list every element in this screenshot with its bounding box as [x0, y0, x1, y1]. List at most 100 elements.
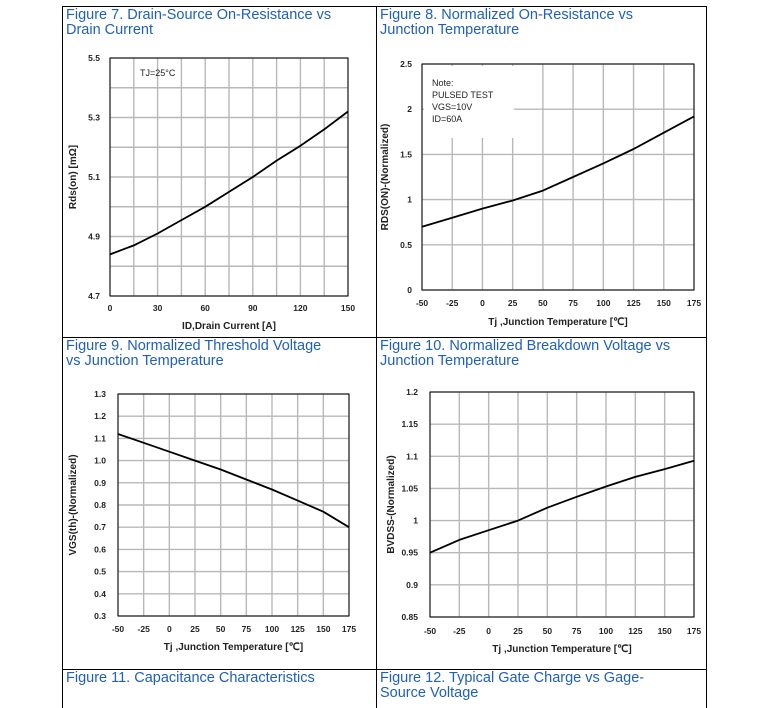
y-tick-label: 1 — [413, 516, 418, 526]
table-row-divider-2 — [62, 669, 707, 670]
table-border-middle — [376, 6, 377, 708]
chart-figure-9: 0.3 0.4 0.5 0.6 0.7 0.8 0.9 1.0 1.1 1.2 1.3 -50 -25 0… — [68, 389, 356, 653]
series-line — [429, 459, 695, 554]
x-axis-label: Tj ,Junction Temperature [℃] — [488, 317, 627, 328]
y-tick-label: 4.7 — [88, 291, 100, 301]
x-tick-label: 30 — [153, 303, 163, 313]
y-tick-label: 5.1 — [88, 172, 100, 182]
x-tick-label: 50 — [538, 298, 548, 308]
annotation-box — [424, 66, 514, 138]
y-axis-label: RDS(ON)-(Normalized) — [380, 124, 391, 231]
y-axis-label: VGS(th)-(Normalized) — [68, 454, 79, 555]
y-tick-label: 0.4 — [94, 589, 106, 599]
y-tick-label: 0.9 — [406, 580, 418, 590]
x-tick-label: -25 — [138, 624, 151, 634]
x-tick-label: 0 — [167, 624, 172, 634]
y-axis-label: Rds(on) [mΩ] — [68, 145, 79, 209]
caption-figure-12: Figure 12. Typical Gate Charge vs Gage- … — [380, 670, 645, 701]
x-tick-label: 125 — [291, 624, 305, 634]
plot-area-border — [109, 57, 349, 297]
y-tick-label: 1 — [407, 195, 412, 205]
y-tick-label: 2.5 — [400, 59, 412, 69]
y-tick-label: 0.5 — [94, 567, 106, 577]
y-tick-label: 1.0 — [94, 456, 106, 466]
x-tick-label: 150 — [658, 626, 672, 636]
plot-area-border — [117, 393, 350, 617]
y-tick-label: 4.9 — [88, 232, 100, 242]
table-border-top — [62, 6, 707, 7]
x-tick-label: 175 — [342, 624, 356, 634]
x-tick-label: 100 — [596, 298, 610, 308]
chart-figure-10: 0.85 0.9 0.95 1 1.05 1.1 1.15 1.2 -50 -25 0 25 50 75 1… — [386, 387, 701, 655]
x-tick-label: -50 — [112, 624, 125, 634]
chart-annotation: VGS=10V — [432, 102, 472, 112]
chart-annotation: PULSED TEST — [432, 90, 494, 100]
x-tick-label: 175 — [687, 626, 701, 636]
y-tick-label: 1.15 — [401, 419, 418, 429]
y-tick-label: 1.1 — [406, 451, 418, 461]
x-tick-label: 25 — [513, 626, 523, 636]
x-tick-label: 0 — [486, 626, 491, 636]
x-tick-label: 100 — [265, 624, 279, 634]
series-line — [117, 433, 350, 528]
x-tick-label: 125 — [626, 298, 640, 308]
y-tick-label: 0.8 — [94, 500, 106, 510]
caption-figure-11: Figure 11. Capacitance Characteristics — [66, 670, 315, 686]
table-row-divider-1 — [62, 337, 707, 338]
x-tick-label: 150 — [657, 298, 671, 308]
y-tick-label: 1.2 — [94, 411, 106, 421]
y-tick-label: 5.5 — [88, 53, 100, 63]
x-tick-label: 50 — [216, 624, 226, 634]
x-tick-label: 90 — [248, 303, 258, 313]
caption-figure-9: Figure 9. Normalized Threshold Voltage v… — [66, 338, 322, 369]
chart-annotation: Note: — [432, 78, 454, 88]
y-axis-label: BVDSS-(Normalized) — [386, 455, 397, 553]
x-tick-label: 120 — [293, 303, 307, 313]
x-tick-label: 150 — [341, 303, 355, 313]
x-tick-label: 75 — [568, 298, 578, 308]
chart-annotation: ID=60A — [432, 114, 462, 124]
x-tick-label: -25 — [446, 298, 459, 308]
y-tick-label: 0.9 — [94, 478, 106, 488]
y-tick-label: 0.3 — [94, 611, 106, 621]
x-tick-label: 125 — [628, 626, 642, 636]
chart-annotation: TJ=25°C — [140, 68, 176, 78]
x-tick-label: 175 — [687, 298, 701, 308]
x-axis-label: ID,Drain Current [A] — [182, 321, 276, 332]
x-axis-label: Tj ,Junction Temperature [℃] — [492, 644, 631, 655]
x-tick-label: 60 — [200, 303, 210, 313]
y-tick-label: 5.3 — [88, 113, 100, 123]
x-tick-label: 0 — [480, 298, 485, 308]
y-tick-label: 1.05 — [401, 483, 418, 493]
y-tick-label: 0.7 — [94, 522, 106, 532]
x-tick-label: 25 — [508, 298, 518, 308]
x-tick-label: 150 — [316, 624, 330, 634]
x-tick-label: 50 — [543, 626, 553, 636]
x-tick-label: 75 — [572, 626, 582, 636]
chart-figure-7: 4.7 4.9 5.1 5.3 5.5 0 30 60 90 120 150 ID,Drain Cur… — [68, 53, 355, 332]
y-tick-label: 0 — [407, 285, 412, 295]
series-line — [109, 110, 349, 256]
table-border-left — [62, 6, 63, 708]
caption-figure-8: Figure 8. Normalized On-Resistance vs Ju… — [380, 7, 634, 38]
x-tick-label: 75 — [242, 624, 252, 634]
plot-area-border — [421, 63, 695, 291]
y-tick-label: 2 — [407, 104, 412, 114]
y-tick-label: 0.85 — [401, 612, 418, 622]
y-tick-label: 1.5 — [400, 149, 412, 159]
y-tick-label: 0.95 — [401, 548, 418, 558]
caption-figure-7: Figure 7. Drain-Source On-Resistance vs … — [66, 7, 332, 38]
caption-figure-10: Figure 10. Normalized Breakdown Voltage … — [380, 338, 671, 369]
series-line — [421, 115, 695, 228]
table-border-right — [706, 6, 707, 708]
plot-area-border — [429, 391, 695, 618]
x-axis-label: Tj ,Junction Temperature [℃] — [164, 642, 303, 653]
y-tick-label: 1.2 — [406, 387, 418, 397]
x-tick-label: -25 — [453, 626, 466, 636]
y-tick-label: 0.6 — [94, 544, 106, 554]
chart-figure-8: 0 0.5 1 1.5 2 2.5 -50 -25 0 25 50 75 100 125 150 175 Tj … — [380, 59, 701, 328]
x-tick-label: 0 — [108, 303, 113, 313]
x-tick-label: -50 — [416, 298, 429, 308]
y-tick-label: 1.3 — [94, 389, 106, 399]
y-tick-label: 1.1 — [94, 433, 106, 443]
